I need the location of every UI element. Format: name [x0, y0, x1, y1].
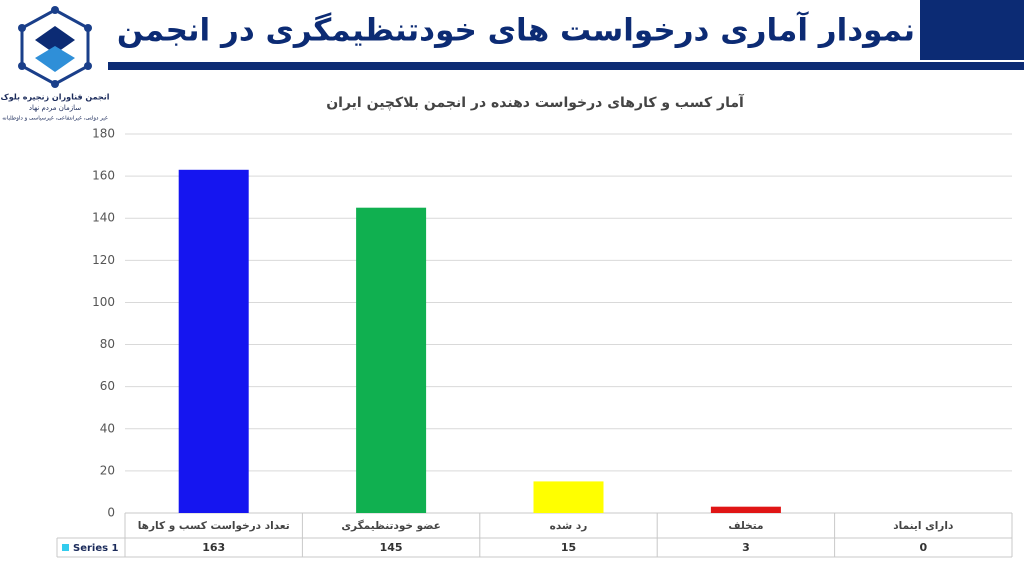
header-block [920, 0, 1024, 60]
x-tick-label: رد شده [550, 520, 588, 532]
bar [356, 207, 427, 513]
table-value: 0 [919, 541, 927, 554]
bar [710, 506, 781, 513]
y-tick-label: 40 [100, 421, 115, 435]
page-title: نمودار آماری درخواست های خودتنظیمگری در … [117, 11, 915, 49]
y-tick-label: 120 [92, 253, 115, 267]
logo [18, 6, 92, 88]
header-bar [108, 62, 1024, 70]
bar [533, 481, 604, 513]
chart-title: آمار کسب و کارهای درخواست دهنده در انجمن… [326, 93, 745, 111]
x-tick-label: عضو خودتنظیمگری [341, 519, 440, 532]
table-value: 3 [742, 541, 750, 554]
table-value: 163 [202, 541, 225, 554]
table-value: 145 [380, 541, 403, 554]
y-tick-label: 100 [92, 295, 115, 309]
bar [178, 169, 249, 514]
x-tick-label: تعداد درخواست کسب و کارها [138, 520, 290, 532]
x-tick-label: دارای اینماد [893, 520, 954, 532]
x-tick-label: متخلف [728, 520, 763, 532]
legend-key [62, 544, 69, 551]
logo-line: سازمان مردم نهاد [29, 104, 81, 112]
y-tick-label: 180 [92, 127, 115, 141]
table-value: 15 [561, 541, 576, 554]
y-tick-label: 160 [92, 169, 115, 183]
y-tick-label: 20 [100, 463, 115, 477]
logo-line: غیر دولتی، غیرانتفاعی، غیرسیاسی و داوطلب… [2, 116, 108, 122]
legend-label: Series 1 [73, 543, 119, 554]
y-tick-label: 0 [107, 506, 115, 520]
y-tick-label: 140 [92, 211, 115, 225]
y-tick-label: 60 [100, 379, 115, 393]
logo-line: انجمن فناوران زنجیره بلوک [1, 93, 110, 102]
y-tick-label: 80 [100, 337, 115, 351]
